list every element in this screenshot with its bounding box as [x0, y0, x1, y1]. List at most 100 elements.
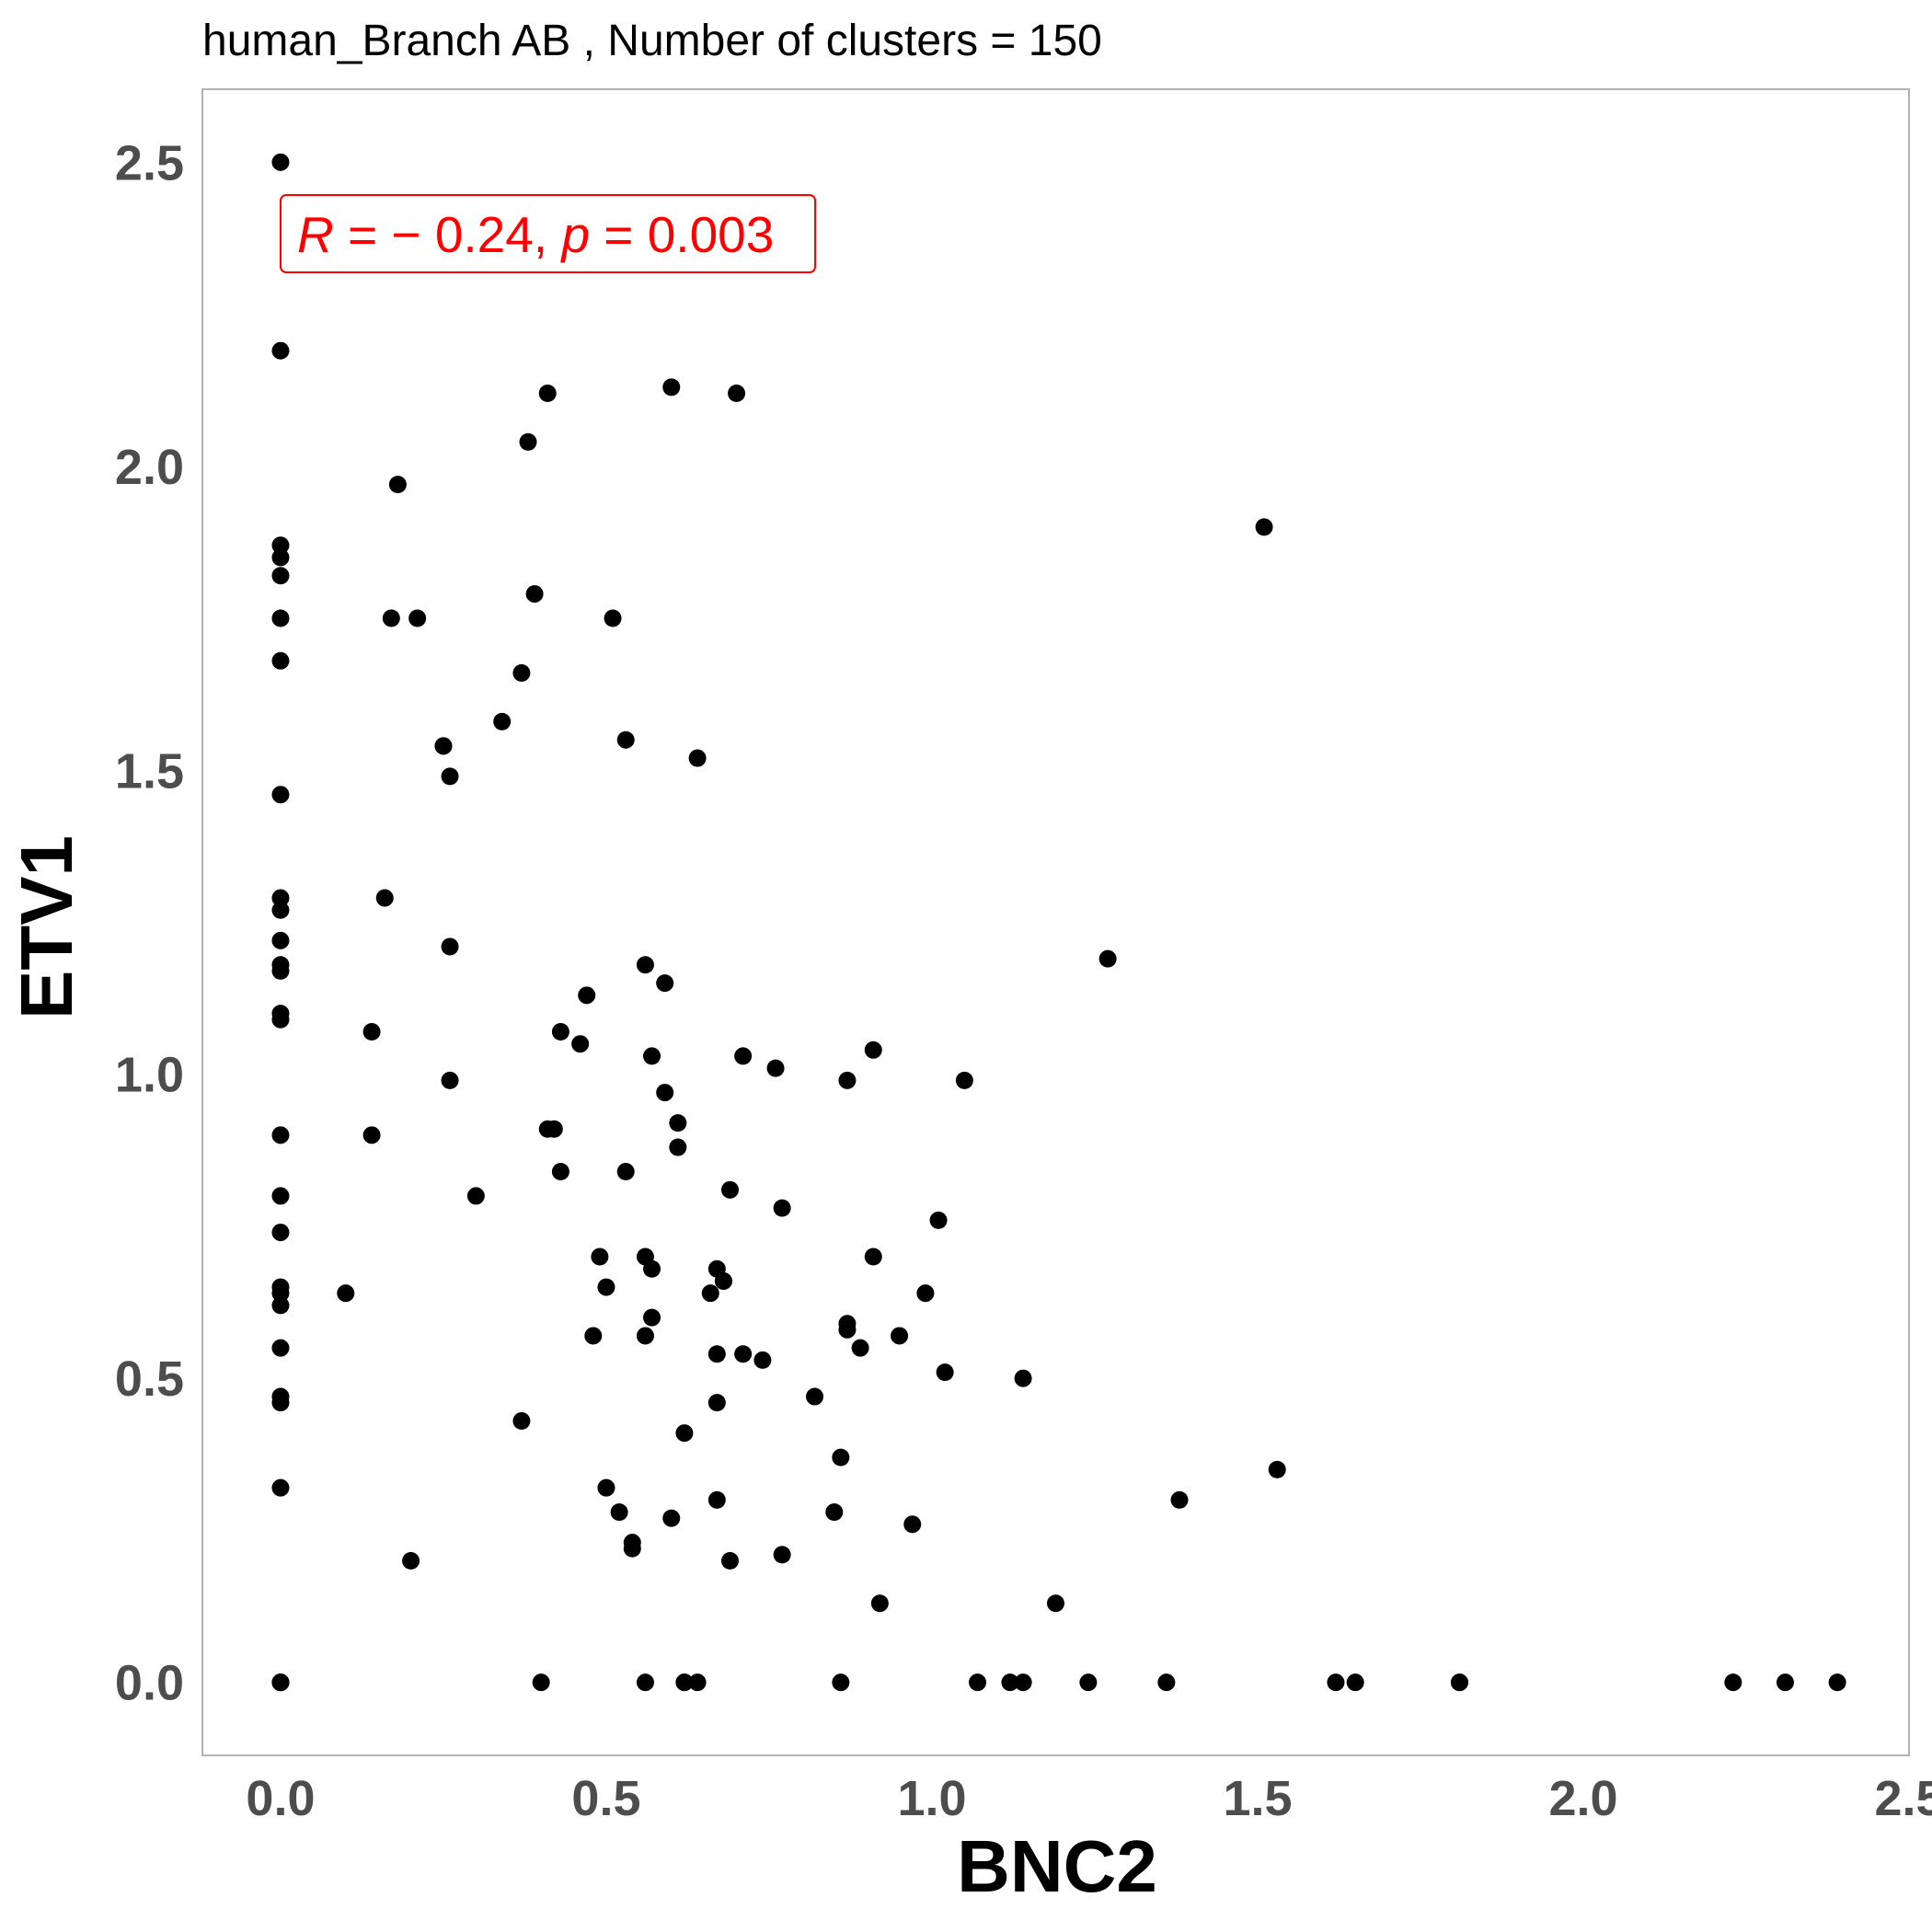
data-point: [929, 1211, 948, 1229]
data-point: [669, 1114, 687, 1133]
data-point: [714, 1271, 732, 1290]
data-point: [271, 931, 290, 949]
data-point: [1079, 1673, 1098, 1692]
y-tick-label: 1.5: [115, 743, 184, 799]
data-point: [720, 1180, 739, 1199]
data-point: [271, 567, 290, 585]
data-point: [271, 153, 290, 171]
data-point: [832, 1673, 850, 1692]
data-point: [271, 961, 290, 980]
annotation-r-value: = − 0.24,: [334, 206, 562, 263]
data-point: [1776, 1673, 1794, 1692]
data-point: [271, 1284, 290, 1303]
data-point: [525, 585, 544, 604]
x-axis-ticks: 0.0 0.5 1.0 1.5 2.0 2.5: [246, 1771, 1932, 1826]
data-point: [1001, 1673, 1019, 1692]
data-point: [838, 1071, 857, 1089]
annotation-text: R = − 0.24, p = 0.003: [297, 206, 774, 263]
data-point: [707, 1345, 726, 1363]
data-point: [466, 1187, 485, 1205]
data-point: [271, 1224, 290, 1242]
data-point: [493, 712, 512, 730]
y-tick-label: 2.5: [115, 135, 184, 190]
data-point: [402, 1551, 420, 1570]
data-point: [643, 1259, 661, 1278]
data-point: [441, 937, 459, 956]
data-point: [955, 1071, 973, 1089]
data-point: [669, 1138, 687, 1156]
data-point: [662, 378, 681, 397]
data-point: [519, 432, 537, 451]
data-point: [271, 786, 290, 804]
data-point: [773, 1546, 791, 1564]
data-point: [656, 974, 674, 993]
data-point: [734, 1345, 753, 1363]
scatter-points: [271, 153, 1846, 1692]
data-point: [545, 1120, 563, 1138]
data-point: [604, 609, 622, 627]
x-tick-label: 2.0: [1548, 1771, 1617, 1826]
data-point: [616, 1162, 635, 1180]
data-point: [271, 651, 290, 670]
data-point: [643, 1308, 661, 1327]
data-point: [271, 1478, 290, 1497]
x-tick-label: 1.5: [1223, 1771, 1292, 1826]
data-point: [688, 1673, 707, 1692]
data-point: [271, 1296, 290, 1315]
data-point: [441, 1071, 459, 1089]
y-tick-label: 1.0: [115, 1048, 184, 1103]
data-point: [388, 476, 407, 494]
data-point: [1157, 1673, 1176, 1692]
data-point: [610, 1503, 628, 1522]
data-point: [584, 1327, 603, 1345]
data-point: [806, 1387, 824, 1406]
data-point: [1098, 949, 1117, 968]
x-axis-title: BNC2: [957, 1825, 1157, 1907]
data-point: [362, 1022, 381, 1041]
y-tick-label: 0.5: [115, 1351, 184, 1407]
data-point: [271, 609, 290, 627]
data-point: [271, 341, 290, 360]
data-point: [1346, 1673, 1364, 1692]
data-point: [1327, 1673, 1345, 1692]
data-point: [1828, 1673, 1846, 1692]
data-point: [728, 384, 746, 402]
data-point: [825, 1503, 844, 1522]
data-point: [734, 1047, 753, 1065]
data-point: [636, 1327, 654, 1345]
data-point: [903, 1515, 922, 1534]
data-point: [271, 536, 290, 555]
data-point: [434, 737, 453, 755]
x-tick-label: 0.5: [571, 1771, 640, 1826]
data-point: [766, 1059, 785, 1077]
data-point: [851, 1339, 869, 1357]
y-axis-ticks: 0.0 0.5 1.0 1.5 2.0 2.5: [115, 135, 184, 1710]
data-point: [707, 1490, 726, 1509]
data-point: [707, 1394, 726, 1412]
data-point: [271, 548, 290, 567]
data-point: [936, 1363, 954, 1382]
y-axis-title: ETV1: [6, 835, 87, 1019]
data-point: [701, 1284, 719, 1303]
annotation-r-symbol: R: [297, 206, 334, 263]
data-point: [597, 1278, 615, 1296]
data-point: [1724, 1673, 1742, 1692]
data-point: [864, 1041, 882, 1059]
plot-panel: [201, 88, 1910, 1756]
data-point: [1170, 1490, 1189, 1509]
data-point: [532, 1673, 550, 1692]
y-tick-label: 0.0: [115, 1656, 184, 1711]
data-point: [969, 1673, 987, 1692]
data-point: [271, 1126, 290, 1144]
data-point: [591, 1248, 609, 1266]
annotation-box: [280, 194, 816, 273]
data-point: [623, 1534, 641, 1552]
data-point: [643, 1047, 661, 1065]
data-point: [571, 1035, 590, 1053]
data-point: [688, 749, 707, 767]
data-point: [538, 384, 557, 402]
data-point: [720, 1551, 739, 1570]
data-point: [551, 1162, 569, 1180]
data-point: [675, 1424, 694, 1443]
